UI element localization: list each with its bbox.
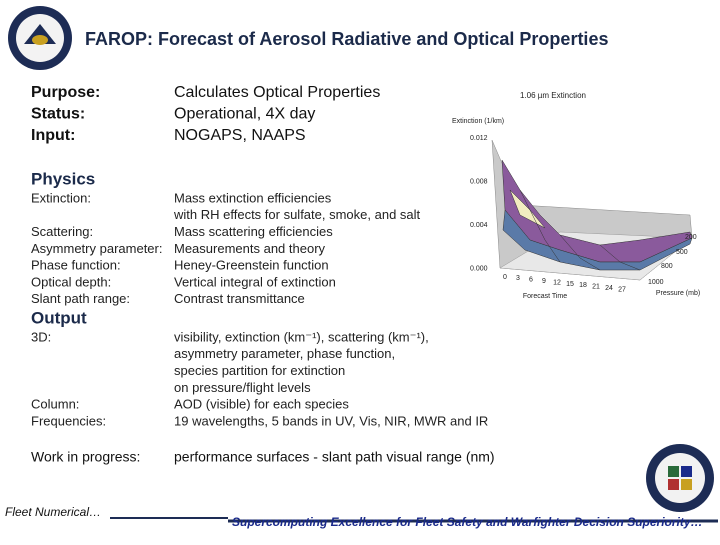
surface-plot	[491, 139, 693, 281]
section-heading: Physics	[31, 169, 95, 188]
row-label: Frequencies:	[31, 413, 106, 428]
row-text: Heney-Greenstein function	[174, 258, 329, 273]
x-tick-label: 24	[605, 285, 613, 292]
y-tick-label: 200	[685, 234, 697, 241]
title: FAROP: Forecast of Aerosol Radiative and…	[85, 29, 608, 49]
footer-right: Supercomputing Excellence for Fleet Safe…	[232, 515, 703, 529]
summary-label: Input:	[31, 127, 75, 144]
row-text: 19 wavelengths, 5 bands in UV, Vis, NIR,…	[174, 413, 488, 428]
logo-bottom	[646, 444, 714, 512]
z-tick-label: 0.000	[470, 265, 488, 272]
summary-value: Calculates Optical Properties	[174, 84, 380, 101]
x-axis-label: Forecast Time	[523, 293, 567, 300]
plot-title: 1.06 µm Extinction	[520, 91, 586, 100]
x-tick-label: 27	[618, 286, 626, 293]
x-tick-label: 0	[503, 274, 507, 281]
z-tick-label: 0.008	[470, 178, 488, 185]
work-value: performance surfaces - slant path visual…	[174, 449, 495, 465]
z-tick-label: 0.004	[470, 222, 488, 229]
x-tick-label: 3	[516, 275, 520, 282]
work-label: Work in progress:	[31, 449, 140, 465]
x-tick-label: 21	[592, 284, 600, 291]
summary-label: Status:	[31, 106, 85, 123]
row-text: AOD (visible) for each species	[174, 397, 349, 412]
row-text: Measurements and theory	[174, 241, 326, 256]
y-axis-label: Pressure (mb)	[656, 290, 700, 297]
row-text: species partition for extinction	[174, 363, 345, 378]
x-tick-label: 15	[566, 281, 574, 288]
x-tick-label: 12	[553, 279, 561, 286]
summary-value: Operational, 4X day	[174, 106, 315, 123]
x-tick-label: 6	[529, 277, 533, 284]
row-text: Mass extinction efficiencies	[174, 190, 332, 205]
row-label: Asymmetry parameter:	[31, 241, 162, 256]
row-label: Slant path range:	[31, 291, 130, 306]
row-text: Mass scattering efficiencies	[174, 224, 333, 239]
x-tick-label: 18	[579, 282, 587, 289]
summary-label: Purpose:	[31, 84, 100, 101]
y-tick-label: 500	[676, 249, 688, 256]
row-text: asymmetry parameter, phase function,	[174, 346, 395, 361]
row-label: Column:	[31, 397, 79, 412]
z-tick-label: 0.012	[470, 135, 488, 142]
section-heading: Output	[31, 308, 87, 327]
row-text: Vertical integral of extinction	[174, 274, 336, 289]
logo-top	[8, 6, 72, 70]
row-label: Extinction:	[31, 190, 91, 205]
row-label: Optical depth:	[31, 274, 111, 289]
row-text: Contrast transmittance	[174, 291, 305, 306]
y-tick-label: 1000	[648, 279, 664, 286]
z-axis-label: Extinction (1/km)	[452, 118, 504, 125]
row-text: on pressure/flight levels	[174, 380, 311, 395]
y-tick-label: 800	[661, 263, 673, 270]
row-text: visibility, extinction (km⁻¹), scatterin…	[174, 329, 429, 344]
row-text: with RH effects for sulfate, smoke, and …	[173, 207, 421, 222]
row-label: 3D:	[31, 329, 51, 344]
x-tick-label: 9	[542, 278, 546, 285]
row-label: Scattering:	[31, 224, 93, 239]
row-label: Phase function:	[31, 258, 121, 273]
summary-value: NOGAPS, NAAPS	[174, 127, 306, 144]
footer-left: Fleet Numerical…	[5, 505, 101, 519]
